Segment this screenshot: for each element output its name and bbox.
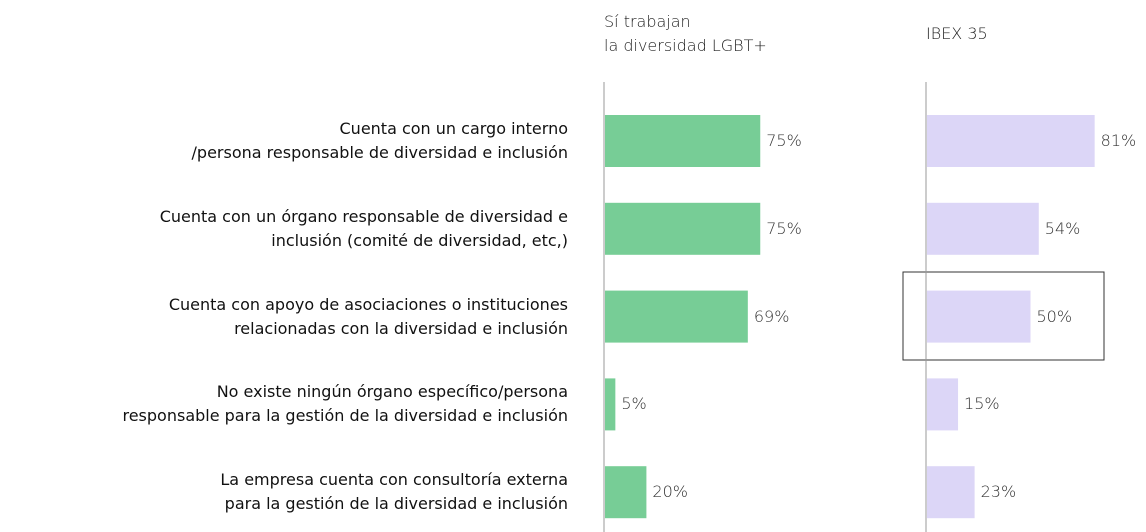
value-label: 75% [766,218,802,238]
category-label: Cuenta con un órgano responsable de dive… [159,206,568,250]
bar [927,378,959,431]
bar [605,202,761,255]
category-label: La empresa cuenta con consultoría extern… [220,470,568,514]
bar [927,290,1031,343]
value-label: 20% [652,482,688,502]
value-label: 5% [621,394,647,414]
series-header: IBEX 35 [926,24,988,43]
value-label: 81% [1100,131,1137,150]
series-header: Sí trabajan la diversidad LGBT+ [604,12,767,55]
value-label: 54% [1044,218,1081,238]
highlight-box [902,271,1105,361]
bar [605,466,647,519]
bar [927,202,1039,255]
category-label: Cuenta con apoyo de asociaciones o insti… [168,294,568,338]
bar [605,290,748,343]
value-label: 69% [753,306,790,326]
value-label: 50% [1036,306,1073,326]
value-label: 75% [766,131,802,150]
bar [605,378,616,431]
value-label: 15% [964,394,1000,414]
bar [605,115,761,167]
value-label: 23% [980,482,1017,502]
category-label: Cuenta con un cargo interno /persona res… [191,119,568,162]
bar [927,466,975,519]
category-label: No existe ningún órgano específico/perso… [122,382,568,426]
bar [927,115,1095,167]
